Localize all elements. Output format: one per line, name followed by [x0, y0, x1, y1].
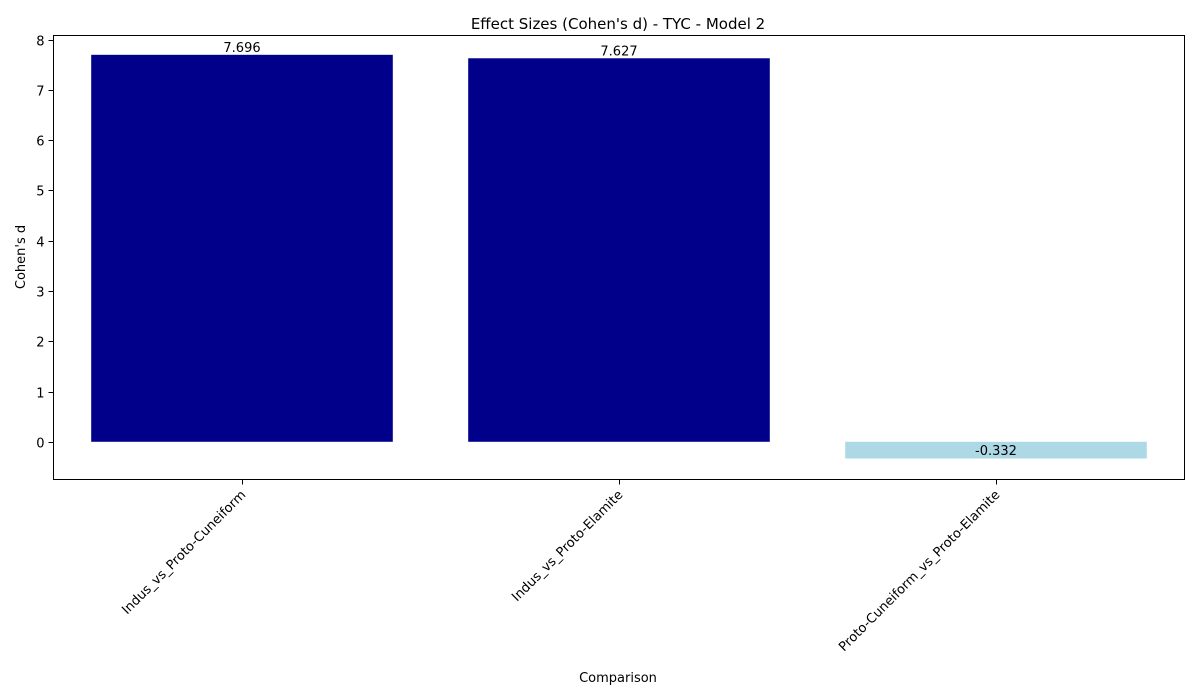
y-axis: 0 1 2 3 4 5 6 7 8	[36, 35, 54, 452]
bar-2	[845, 441, 1147, 459]
value-labels-layer: 7.696 7.627 -0.332	[223, 41, 1017, 459]
y-tick-label-4: 4	[36, 236, 44, 251]
bar-value-label-1: 7.627	[600, 44, 637, 59]
y-tick-label-0: 0	[36, 437, 44, 452]
y-tick-label-7: 7	[36, 85, 44, 100]
bar-value-label-0: 7.696	[223, 41, 260, 56]
y-axis-label: Cohen's d	[14, 225, 29, 289]
x-axis: Indus_vs_Proto-Cuneiform Indus_vs_Proto-E…	[119, 479, 1003, 655]
x-axis-label: Comparison	[579, 671, 657, 686]
y-tick-label-2: 2	[36, 336, 44, 351]
y-tick-label-6: 6	[36, 135, 44, 150]
chart-title: Effect Sizes (Cohen's d) - TYC - Model 2	[471, 15, 765, 33]
bar-value-label-2: -0.332	[975, 444, 1017, 459]
bars-layer	[91, 54, 1147, 459]
x-tick-label-1: Indus_vs_Proto-Elamite	[509, 488, 626, 605]
y-tick-label-3: 3	[36, 286, 44, 301]
bar-1	[468, 58, 770, 442]
y-tick-label-8: 8	[36, 35, 44, 50]
y-tick-label-1: 1	[36, 387, 44, 402]
bar-0	[91, 54, 393, 442]
x-tick-label-2: Proto-Cuneiform_vs_Proto-Elamite	[836, 488, 1003, 655]
y-tick-label-5: 5	[36, 185, 44, 200]
x-tick-label-0: Indus_vs_Proto-Cuneiform	[119, 488, 249, 618]
